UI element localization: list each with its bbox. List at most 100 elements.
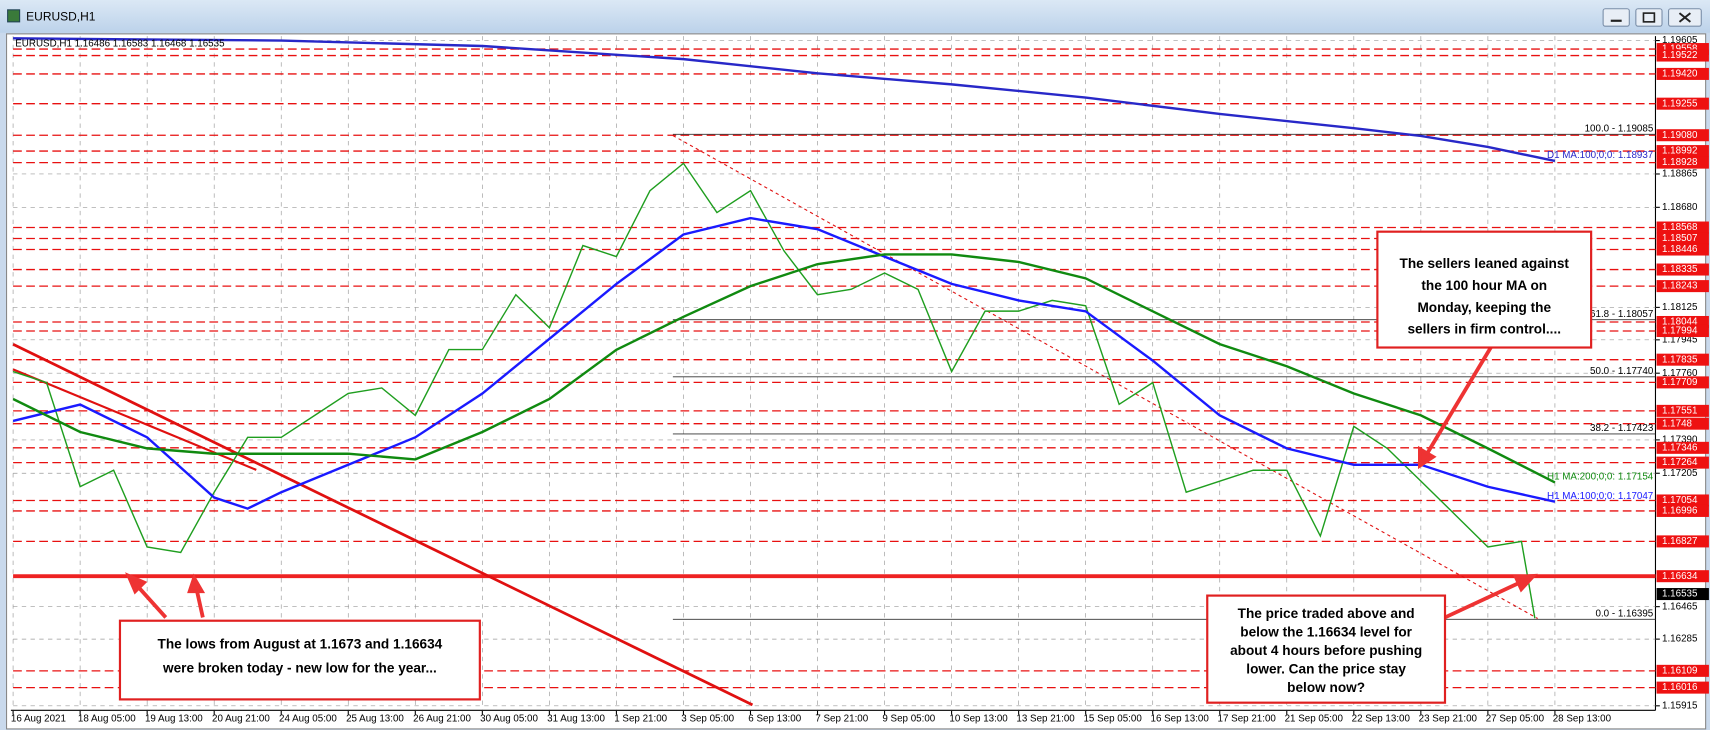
level-label: 1.16016 <box>1662 682 1698 693</box>
x-tick-label: 20 Aug 21:00 <box>212 714 270 725</box>
annotation-text: Monday, keeping the <box>1417 300 1551 315</box>
arrow-head <box>1418 445 1437 470</box>
key-level-label-box <box>1656 570 1709 583</box>
arrow <box>1444 579 1524 620</box>
series-line <box>12 253 1556 484</box>
chart-header: EURUSD,H1 1.16486 1.16583 1.16468 1.1653… <box>15 38 225 49</box>
x-tick-label: 17 Sep 21:00 <box>1218 714 1277 725</box>
window-icon <box>7 9 21 23</box>
level-label: 1.1748 <box>1662 418 1693 429</box>
level-label-box <box>1656 145 1709 158</box>
maximize-button[interactable] <box>1635 8 1663 27</box>
x-tick-label: 21 Sep 05:00 <box>1285 714 1344 725</box>
x-tick-label: 30 Aug 05:00 <box>480 714 538 725</box>
minimize-button[interactable] <box>1602 8 1630 27</box>
level-label-box <box>1656 456 1709 469</box>
y-tick-label: 1.16465 <box>1662 601 1698 612</box>
level-label: 1.18243 <box>1662 281 1698 292</box>
y-tick-label: 1.19605 <box>1662 35 1698 46</box>
y-tick-label: 1.18865 <box>1662 169 1698 180</box>
x-tick-label: 25 Aug 13:00 <box>346 714 404 725</box>
level-label: 1.19522 <box>1662 50 1697 61</box>
legend-label: D1 MA:100;0;0: 1.18937 <box>1547 150 1653 161</box>
annotations: The lows from August at 1.1673 and 1.166… <box>158 256 1570 695</box>
annotation-box <box>118 619 481 701</box>
y-tick-label: 1.15915 <box>1662 700 1698 711</box>
level-label-box <box>1656 404 1709 417</box>
annotation-text: about 4 hours before pushing <box>1230 643 1422 658</box>
level-label: 1.17551 <box>1662 405 1697 416</box>
annotation-text: The price traded above and <box>1238 606 1415 621</box>
level-label-box <box>1656 417 1709 430</box>
series-line <box>12 216 1556 510</box>
level-label-box <box>1656 681 1709 694</box>
arrow <box>1424 346 1493 456</box>
annotation-text: sellers in firm control.... <box>1407 322 1561 337</box>
annotation-text: below now? <box>1287 680 1365 695</box>
arrow-head <box>125 572 148 595</box>
annotation-text: The sellers leaned against <box>1400 256 1570 271</box>
arrow-head <box>1512 573 1538 593</box>
fib-label: 0.0 - 1.16395 <box>1596 608 1654 619</box>
x-tick-label: 6 Sep 13:00 <box>748 714 801 725</box>
level-label: 1.17346 <box>1662 442 1698 453</box>
trend-line <box>12 343 754 707</box>
level-label-box <box>1656 441 1709 454</box>
level-label-box <box>1656 376 1709 389</box>
y-tick-label: 1.17205 <box>1662 468 1698 479</box>
annotation-text: The lows from August at 1.1673 and 1.166… <box>158 636 443 651</box>
plot: H1 MA:100;0;0: 1.17047 H1 MA:200;0;0: 1.1… <box>12 37 1654 619</box>
level-label-box <box>1656 97 1709 110</box>
level-label-box <box>1656 324 1709 338</box>
level-label: 1.19420 <box>1662 69 1698 80</box>
level-label-box <box>1656 67 1709 80</box>
x-tick-label: 16 Aug 2021 <box>11 714 66 725</box>
x-tick-label: 18 Aug 05:00 <box>78 714 136 725</box>
x-tick-label: 16 Sep 13:00 <box>1151 714 1210 725</box>
annotation-box <box>1376 230 1593 349</box>
level-label: 1.18928 <box>1662 157 1698 168</box>
level-label-box <box>1656 535 1709 548</box>
window-title: EURUSD,H1 <box>26 10 96 24</box>
level-label: 1.18507 <box>1662 233 1697 244</box>
y-tick-label: 1.17390 <box>1662 434 1698 445</box>
series-line <box>13 37 1556 163</box>
level-label: 1.19558 <box>1662 44 1698 55</box>
arrow-head <box>187 573 206 594</box>
x-tick-label: 13 Sep 21:00 <box>1016 714 1075 725</box>
x-tick-label: 28 Sep 13:00 <box>1553 714 1612 725</box>
level-label: 1.18446 <box>1662 244 1698 255</box>
y-tick-label: 1.18125 <box>1662 302 1698 313</box>
annotation-arrows <box>125 346 1538 620</box>
fib-label: 38.2 - 1.17423 <box>1590 423 1654 434</box>
level-label-box <box>1656 232 1709 245</box>
x-tick-label: 27 Sep 05:00 <box>1486 714 1545 725</box>
series-line <box>12 162 1536 619</box>
x-tick-label: 23 Sep 21:00 <box>1419 714 1478 725</box>
level-label-box <box>1656 504 1709 517</box>
maximize-icon <box>1642 12 1656 23</box>
level-label: 1.16996 <box>1662 506 1698 517</box>
x-tick-label: 10 Sep 13:00 <box>949 714 1008 725</box>
level-label: 1.16109 <box>1662 665 1697 676</box>
x-tick-label: 1 Sep 21:00 <box>614 714 667 725</box>
level-label: 1.17835 <box>1662 354 1698 365</box>
level-label-box <box>1656 129 1709 142</box>
legend-label: H1 MA:100;0;0: 1.17047 <box>1547 491 1653 502</box>
level-label: 1.19255 <box>1662 98 1698 109</box>
fib-label: 61.8 - 1.18057 <box>1590 309 1653 320</box>
annotation-text: lower. Can the price stay <box>1246 661 1406 676</box>
x-tick-label: 24 Aug 05:00 <box>279 714 337 725</box>
annotation-boxes <box>118 230 1593 704</box>
level-label-box <box>1656 263 1709 276</box>
level-label-box <box>1656 49 1709 62</box>
level-label-box <box>1656 156 1709 169</box>
x-tick-label: 3 Sep 05:00 <box>681 714 734 725</box>
annotation-box <box>1206 594 1447 704</box>
level-label: 1.17054 <box>1662 495 1698 506</box>
level-label: 1.18044 <box>1662 317 1698 328</box>
x-tick-label: 7 Sep 21:00 <box>815 714 868 725</box>
fib-label: 50.0 - 1.17740 <box>1590 366 1654 377</box>
